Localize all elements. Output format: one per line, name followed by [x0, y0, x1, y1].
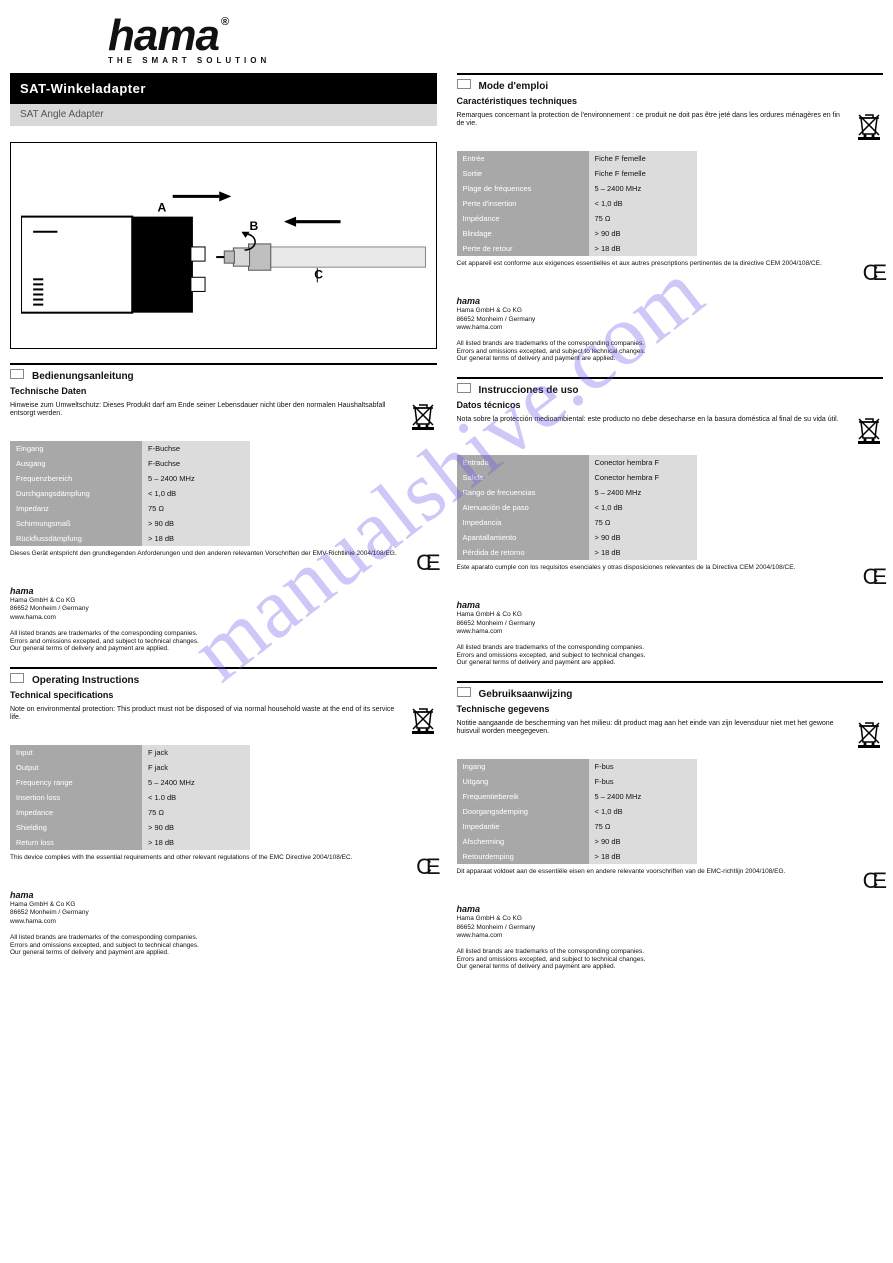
subheader: Datos técnicos: [457, 400, 884, 410]
env-note: Notitie aangaande de bescherming van het…: [457, 720, 856, 736]
section-fr: Mode d'emploi Caractéristiques technique…: [457, 73, 884, 363]
diagram-svg: A B: [21, 161, 426, 333]
logo-registered: ®: [221, 16, 228, 28]
spec-table: InputF jack OutputF jack Frequency range…: [10, 745, 250, 850]
ce-mark-icon: C E: [863, 564, 883, 590]
subheader: Technische gegevens: [457, 704, 884, 714]
spec-table: EingangF-Buchse AusgangF-Buchse Frequenz…: [10, 441, 250, 546]
svg-text:A: A: [158, 201, 167, 215]
weee-icon: [855, 112, 883, 147]
connection-diagram: A B: [10, 142, 437, 349]
weee-icon: [855, 720, 883, 755]
ce-note: Dieses Gerät entspricht den grundlegende…: [10, 550, 416, 557]
env-note: Note on environmental protection: This p…: [10, 706, 409, 722]
subheader: Caractéristiques techniques: [457, 96, 884, 106]
svg-text:C: C: [314, 267, 323, 281]
flag-nl-icon: [457, 687, 471, 697]
flag-gb-icon: [10, 673, 24, 683]
subheader: Technische Daten: [10, 386, 437, 396]
ce-mark-icon: C E: [863, 260, 883, 286]
weee-icon: [409, 706, 437, 741]
company-address: hama Hama GmbH & Co KG 86652 Monheim / G…: [457, 600, 884, 636]
closing-note: All listed brands are trademarks of the …: [457, 948, 884, 971]
ce-mark-icon: C E: [416, 854, 436, 880]
lang-name: Mode d'emploi: [479, 81, 884, 92]
ce-note: Cet appareil est conforme aux exigences …: [457, 260, 863, 267]
weee-icon: [855, 416, 883, 451]
ce-note: This device complies with the essential …: [10, 854, 416, 861]
lang-name: Gebruiksaanwijzing: [479, 689, 884, 700]
lang-name: Bedienungsanleitung: [32, 371, 437, 382]
svg-text:B: B: [250, 219, 259, 233]
flag-es-icon: [457, 383, 471, 393]
closing-note: All listed brands are trademarks of the …: [457, 340, 884, 363]
lang-name: Instrucciones de uso: [479, 385, 884, 396]
logo-tagline: THE SMART SOLUTION: [108, 56, 883, 65]
spec-table: IngangF-bus UitgangF-bus Frequentieberei…: [457, 759, 697, 864]
weee-icon: [409, 402, 437, 437]
section-nl: Gebruiksaanwijzing Technische gegevens N…: [457, 681, 884, 971]
section-de: Bedienungsanleitung Technische Daten Hin…: [10, 363, 437, 653]
closing-note: All listed brands are trademarks of the …: [10, 934, 437, 957]
ce-mark-icon: C E: [416, 550, 436, 576]
subheader: Technical specifications: [10, 690, 437, 700]
spec-table: EntréeFiche F femelle SortieFiche F feme…: [457, 151, 697, 256]
section-es: Instrucciones de uso Datos técnicos Nota…: [457, 377, 884, 667]
lang-name: Operating Instructions: [32, 675, 437, 686]
company-address: hama Hama GmbH & Co KG 86652 Monheim / G…: [10, 586, 437, 622]
env-note: Nota sobre la protección medioambiental:…: [457, 416, 856, 424]
closing-note: All listed brands are trademarks of the …: [10, 630, 437, 653]
brand-logo: hama® THE SMART SOLUTION: [10, 18, 883, 65]
product-subtitle: SAT Angle Adapter: [10, 104, 437, 126]
logo-text: hama: [108, 11, 219, 60]
env-note: Hinweise zum Umweltschutz: Dieses Produk…: [10, 402, 409, 418]
company-address: hama Hama GmbH & Co KG 86652 Monheim / G…: [10, 890, 437, 926]
flag-fr-icon: [457, 79, 471, 89]
section-gb: Operating Instructions Technical specifi…: [10, 667, 437, 957]
ce-note: Dit apparaat voldoet aan de essentiële e…: [457, 868, 863, 875]
ce-mark-icon: C E: [863, 868, 883, 894]
spec-table: EntradaConector hembra F SalidaConector …: [457, 455, 697, 560]
company-address: hama Hama GmbH & Co KG 86652 Monheim / G…: [457, 296, 884, 332]
flag-de-icon: [10, 369, 24, 379]
env-note: Remarques concernant la protection de l'…: [457, 112, 856, 128]
product-title: SAT-Winkeladapter: [10, 73, 437, 104]
closing-note: All listed brands are trademarks of the …: [457, 644, 884, 667]
company-address: hama Hama GmbH & Co KG 86652 Monheim / G…: [457, 904, 884, 940]
ce-note: Este aparato cumple con los requisitos e…: [457, 564, 863, 571]
